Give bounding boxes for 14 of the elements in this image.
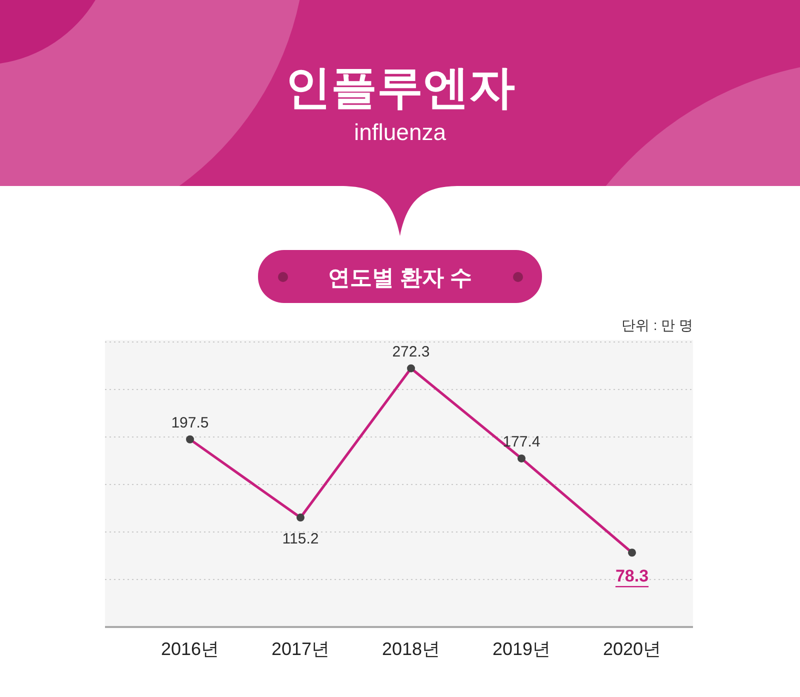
data-label: 78.3 xyxy=(615,566,649,586)
chart-subtitle: influenza xyxy=(354,119,446,145)
x-tick-label: 2019년 xyxy=(492,639,551,659)
x-tick-label: 2018년 xyxy=(382,639,440,659)
data-label: 197.5 xyxy=(171,414,209,432)
text: 단위 : 만 명 xyxy=(621,317,693,333)
data-label: 177.4 xyxy=(502,433,540,450)
chart-title: 인플루엔자 xyxy=(285,61,515,113)
x-tick-label: 2016년 xyxy=(160,639,220,659)
data-label: 115.2 xyxy=(282,530,319,548)
x-tick-label: 2017년 xyxy=(271,639,330,659)
text: 연도별 환자 수 xyxy=(328,265,472,290)
x-tick-label: 2020년 xyxy=(602,639,662,659)
data-label: 272.3 xyxy=(392,343,430,360)
